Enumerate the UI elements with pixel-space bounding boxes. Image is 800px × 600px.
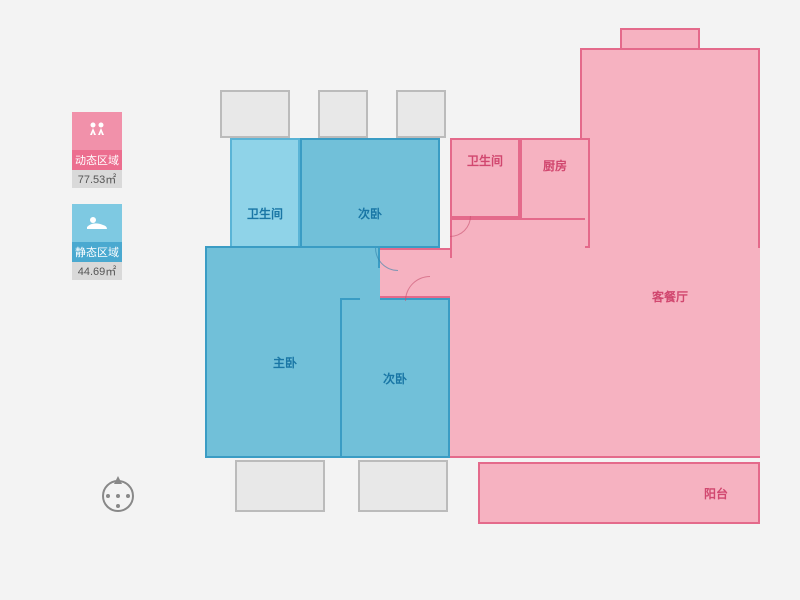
wall-recess: [358, 460, 448, 512]
room-label: 卫生间: [467, 152, 503, 169]
compass-icon: [102, 480, 134, 512]
room-living-main: 客餐厅: [440, 248, 760, 458]
room-label: 主卧: [273, 354, 297, 371]
legend-panel: 动态区域 77.53㎡ 静态区域 44.69㎡: [72, 112, 128, 296]
wall-recess: [396, 90, 446, 138]
room-bathroom-pink: 卫生间: [450, 138, 520, 218]
static-zone-value: 44.69㎡: [72, 262, 122, 280]
room-label: 卫生间: [247, 205, 283, 222]
wall-recess: [235, 460, 325, 512]
room-label: 次卧: [358, 205, 382, 222]
room-blue-fill: [360, 268, 380, 303]
room-bedroom2-top: 次卧: [300, 138, 440, 248]
room-balcony-bottom: 阳台: [478, 462, 760, 524]
room-pink-corridor2: [450, 218, 585, 258]
room-bedroom2-bottom: 次卧: [340, 298, 450, 458]
room-label: 阳台: [704, 485, 728, 502]
static-zone-label: 静态区域: [72, 242, 122, 262]
wall-recess: [318, 90, 368, 138]
dynamic-zone-value: 77.53㎡: [72, 170, 122, 188]
floorplan-canvas: 阳台 客餐厅 厨房 卫生间 阳台 卫生间 次卧 主卧 次卧: [200, 28, 760, 568]
dynamic-zone-label: 动态区域: [72, 150, 122, 170]
static-zone-icon: [72, 204, 122, 242]
room-label: 次卧: [383, 370, 407, 387]
room-label: 客餐厅: [652, 288, 688, 305]
legend-dynamic: 动态区域 77.53㎡: [72, 112, 128, 188]
room-bathroom-blue: 卫生间: [230, 138, 300, 248]
wall-recess: [220, 90, 290, 138]
dynamic-zone-icon: [72, 112, 122, 150]
legend-static: 静态区域 44.69㎡: [72, 204, 128, 280]
room-label: 厨房: [543, 157, 567, 174]
